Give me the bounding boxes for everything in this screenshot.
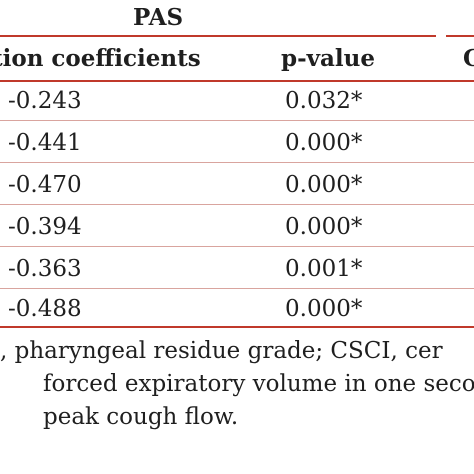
footnote-line-2: forced expiratory volume in one seco (43, 371, 474, 397)
cell-coefficient: -0.243 (8, 88, 82, 114)
cell-coefficient: -0.488 (8, 296, 82, 322)
footnote-line-3: peak cough flow. (43, 404, 239, 430)
row-separator (0, 120, 474, 121)
cell-coefficient: -0.470 (8, 172, 82, 198)
cell-coefficient: -0.441 (8, 130, 82, 156)
row-separator (0, 246, 474, 247)
cell-p-value: 0.000* (285, 214, 363, 240)
header-bottom-rule (0, 80, 474, 82)
cell-p-value: 0.032* (285, 88, 363, 114)
cell-p-value: 0.000* (285, 296, 363, 322)
row-separator (0, 288, 474, 289)
cell-coefficient: -0.363 (8, 256, 82, 282)
row-separator (0, 162, 474, 163)
header-coefficients: tion coefficients (0, 45, 201, 72)
group-title-right-partial: C (463, 45, 474, 72)
cell-p-value: 0.000* (285, 172, 363, 198)
cell-p-value: 0.000* (285, 130, 363, 156)
group-underline-rule (0, 35, 436, 37)
group-underline-rule-right (446, 35, 474, 37)
row-separator (0, 204, 474, 205)
footnote-line-1: , pharyngeal residue grade; CSCI, cer (0, 338, 443, 364)
table-bottom-rule (0, 326, 474, 328)
header-p-value: p-value (281, 45, 375, 72)
cell-p-value: 0.001* (285, 256, 363, 282)
cell-coefficient: -0.394 (8, 214, 82, 240)
group-title-pas: PAS (133, 4, 184, 31)
